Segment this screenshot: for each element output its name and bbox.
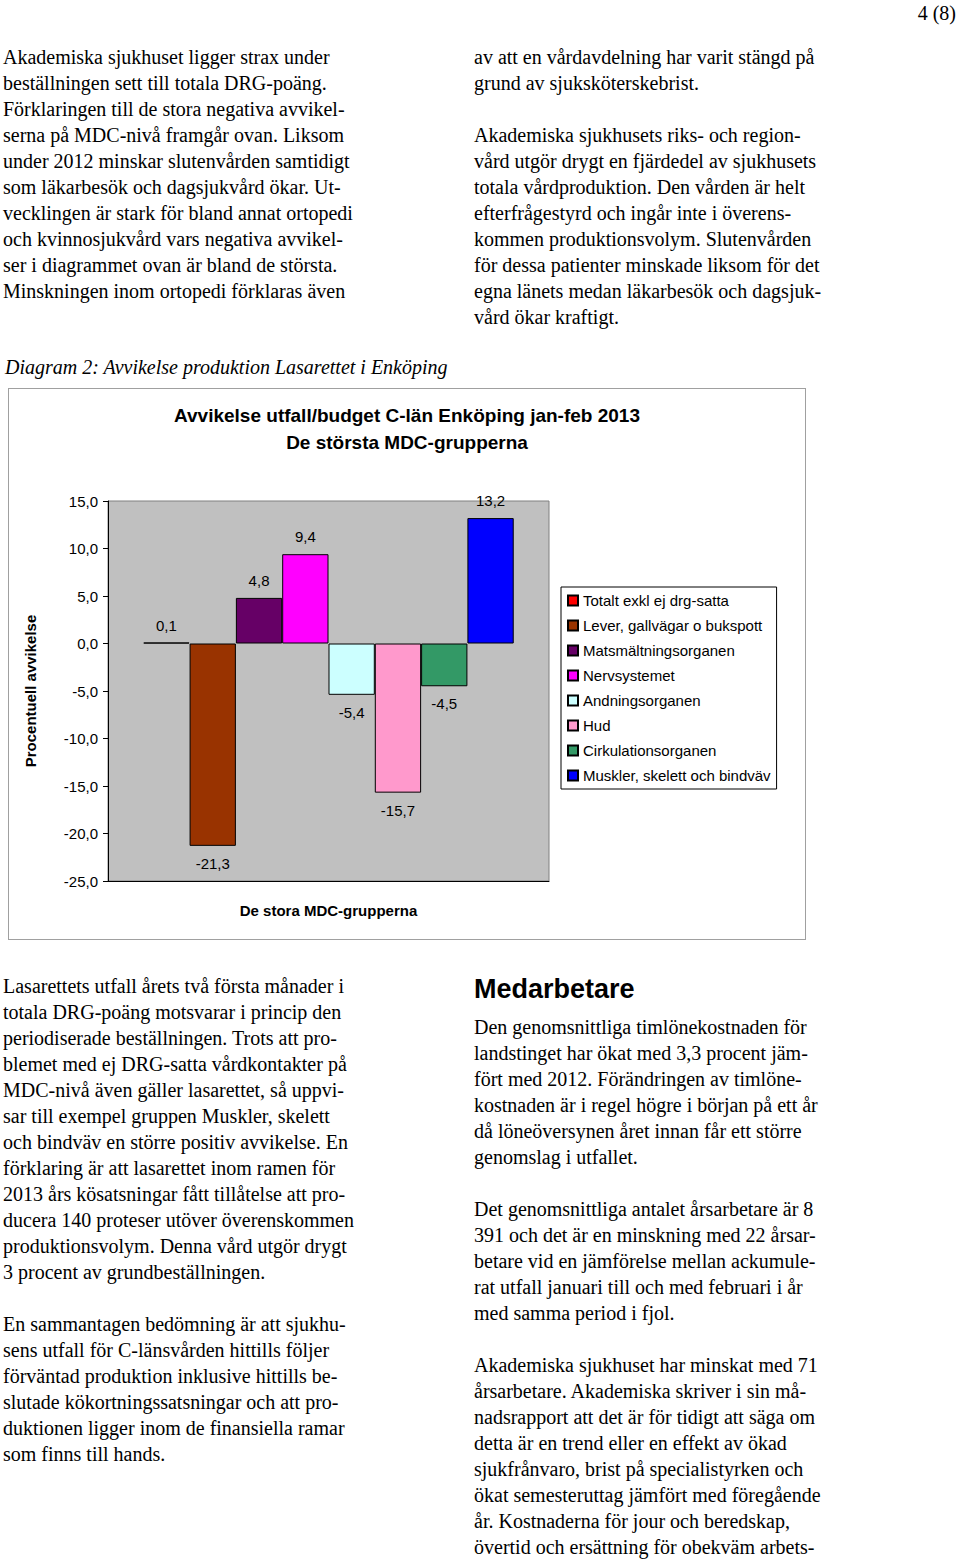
html-text:fört med 2012. Förändringen av: fört med 2012. Förändringen av timlöne-: [474, 1068, 802, 1090]
svg-text:-25,0: -25,0: [64, 873, 98, 890]
html-text:betare vid en jämförelse mella: betare vid en jämförelse mellan ackumule…: [474, 1250, 816, 1272]
svg-text:Lever, gallvägar o bukspott: Lever, gallvägar o bukspott: [583, 617, 763, 634]
svg-text:Procentuell avvikelse: Procentuell avvikelse: [22, 615, 39, 768]
html-text:Akademiska sjukhusets riks- oc: Akademiska sjukhusets riks- och region-: [474, 124, 801, 146]
html-text:produktionsvolym. Denna vård u: produktionsvolym. Denna vård utgör drygt: [3, 1235, 347, 1257]
html-text:då löneöversynen året innan få: då löneöversynen året innan får ett stör…: [474, 1120, 802, 1142]
svg-text:-15,0: -15,0: [64, 778, 98, 795]
html-text:förklaring är att lasarettet i: förklaring är att lasarettet inom ramen …: [3, 1157, 336, 1179]
svg-text:-4,5: -4,5: [431, 695, 457, 712]
svg-text:Hud: Hud: [583, 717, 611, 734]
svg-text:-15,7: -15,7: [381, 802, 415, 819]
svg-text:Cirkulationsorganen: Cirkulationsorganen: [583, 742, 716, 759]
html-text:vård utgör drygt en fjärdedel: vård utgör drygt en fjärdedel av sjukhus…: [474, 150, 817, 172]
html-text:duktionen ligger inom de finan: duktionen ligger inom de finansiella ram…: [3, 1417, 345, 1439]
html-text:genomslag i utfallet.: genomslag i utfallet.: [474, 1146, 638, 1168]
svg-text:De stora MDC-grupperna: De stora MDC-grupperna: [240, 902, 418, 919]
svg-text:0,1: 0,1: [156, 617, 177, 634]
html-text:rat utfall januari till och me: rat utfall januari till och med februari…: [474, 1276, 803, 1298]
html-text:med samma period i fjol.: med samma period i fjol.: [474, 1302, 675, 1324]
html-text:totala DRG-poäng motsvarar i p: totala DRG-poäng motsvarar i princip den: [3, 1001, 342, 1023]
html-text:efterfrågestyrd och ingår inte: efterfrågestyrd och ingår inte i överens…: [474, 202, 792, 224]
svg-text:15,0: 15,0: [69, 493, 98, 510]
svg-text:9,4: 9,4: [295, 528, 316, 545]
html-text:totala vårdproduktion. Den vår: totala vårdproduktion. Den vården är hel…: [474, 176, 805, 198]
html-text:3 procent av grundbeställninge: 3 procent av grundbeställningen.: [3, 1261, 266, 1283]
html-text:landstinget har ökat med 3,3 p: landstinget har ökat med 3,3 procent jäm…: [474, 1042, 808, 1064]
html-text:förväntad produktion inklusive: förväntad produktion inklusive hittills …: [3, 1365, 338, 1387]
html-text:4 (8): 4 (8): [917, 2, 956, 24]
svg-text:Avvikelse utfall/budget C-län: Avvikelse utfall/budget C-län Enköping j…: [174, 405, 640, 426]
html-text:kommen produktionsvolym. Slute: kommen produktionsvolym. Slutenvården: [474, 228, 812, 250]
html-text:Den genomsnittliga timlönekost: Den genomsnittliga timlönekostnaden för: [474, 1016, 807, 1038]
html-text:sjukfrånvaro, brist på special: sjukfrånvaro, brist på specialistyrken o…: [474, 1458, 804, 1480]
html-text:ökat semesteruttag jämfört med: ökat semesteruttag jämfört med föregåend…: [474, 1484, 821, 1506]
html-text:och bindväv en större positiv: och bindväv en större positiv avvikelse.…: [3, 1131, 348, 1153]
html-text:Förklaringen till de stora neg: Förklaringen till de stora negativa avvi…: [3, 98, 345, 120]
html-text:Diagram 2: Avvikelse produktio: Diagram 2: Avvikelse produktion Lasarett…: [5, 356, 448, 378]
html-text:för dessa patienter minskade l: för dessa patienter minskade liksom för …: [474, 254, 820, 276]
svg-text:-21,3: -21,3: [196, 855, 230, 872]
html-text:som läkarbesök och dagsjukvård: som läkarbesök och dagsjukvård ökar. Ut-: [3, 176, 341, 198]
html-text:Akademiska sjukhuset ligger st: Akademiska sjukhuset ligger strax under: [3, 46, 330, 68]
html-text:periodiserade beställningen. T: periodiserade beställningen. Trots att p…: [3, 1027, 337, 1049]
html-text:En sammantagen bedömning är at: En sammantagen bedömning är att sjukhu-: [3, 1313, 346, 1335]
svg-text:10,0: 10,0: [69, 540, 98, 557]
html-text:och kvinnosjukvård vars negati: och kvinnosjukvård vars negativa avvikel…: [3, 228, 343, 250]
svg-text:Matsmältningsorganen: Matsmältningsorganen: [583, 642, 735, 659]
html-text:sar till exempel gruppen Muskl: sar till exempel gruppen Muskler, skelet…: [3, 1105, 330, 1127]
html-text:kostnaden är i regel högre i b: kostnaden är i regel högre i början på e…: [474, 1094, 818, 1116]
html-text:beställningen sett till totala: beställningen sett till totala DRG-poäng…: [3, 72, 327, 94]
html-text:MDC-nivå även gäller lasarette: MDC-nivå även gäller lasarettet, så uppv…: [3, 1079, 344, 1101]
svg-text:4,8: 4,8: [249, 572, 270, 589]
html-text:blemet med ej DRG-satta vårdko: blemet med ej DRG-satta vårdkontakter på: [3, 1053, 347, 1075]
html-text:sens utfall för C-länsvården h: sens utfall för C-länsvården hittills fö…: [3, 1339, 329, 1361]
svg-text:Andningsorganen: Andningsorganen: [583, 692, 701, 709]
html-text:ducera 140 proteser utöver öve: ducera 140 proteser utöver överenskommen: [3, 1209, 354, 1231]
html-text:serna på MDC-nivå framgår ovan: serna på MDC-nivå framgår ovan. Liksom: [3, 124, 344, 146]
html-text:slutade kökortningssatsningar: slutade kökortningssatsningar och att pr…: [3, 1391, 339, 1413]
html-text:2013 års kösatsningar fått til: 2013 års kösatsningar fått tillåtelse at…: [3, 1183, 346, 1205]
svg-text:Totalt exkl ej drg-satta: Totalt exkl ej drg-satta: [583, 592, 730, 609]
html-text:Det genomsnittliga antalet års: Det genomsnittliga antalet årsarbetare ä…: [474, 1198, 814, 1220]
html-text:vecklingen är stark för bland: vecklingen är stark för bland annat orto…: [3, 202, 353, 224]
svg-text:-5,0: -5,0: [72, 683, 98, 700]
html-text:årsarbetare. Akademiska skrive: årsarbetare. Akademiska skriver i sin må…: [474, 1380, 807, 1402]
svg-text:-10,0: -10,0: [64, 730, 98, 747]
html-text:egna länets medan läkarbesök o: egna länets medan läkarbesök och dagsjuk…: [474, 280, 822, 302]
svg-text:5,0: 5,0: [77, 588, 98, 605]
html-text:som finns till hands.: som finns till hands.: [3, 1443, 166, 1465]
html-text:övertid och ersättning för obe: övertid och ersättning för obekväm arbet…: [474, 1536, 815, 1558]
html-text:grund av sjuksköterskebrist.: grund av sjuksköterskebrist.: [474, 72, 699, 94]
svg-text:Muskler, skelett och bindväv: Muskler, skelett och bindväv: [583, 767, 771, 784]
html-text:Medarbetare: Medarbetare: [474, 974, 635, 1004]
html-text:nadsrapport att det är för tid: nadsrapport att det är för tidigt att sä…: [474, 1406, 815, 1428]
html-text:år. Kostnaderna för jour och b: år. Kostnaderna för jour och beredskap,: [474, 1510, 790, 1532]
svg-text:De största MDC-grupperna: De största MDC-grupperna: [286, 432, 528, 453]
svg-text:Nervsystemet: Nervsystemet: [583, 667, 676, 684]
html-text:detta är en trend eller en eff: detta är en trend eller en effekt av öka…: [474, 1432, 787, 1454]
svg-text:0,0: 0,0: [77, 635, 98, 652]
html-text:Akademiska sjukhuset har minsk: Akademiska sjukhuset har minskat med 71: [474, 1354, 818, 1376]
html-text:Lasarettets utfall årets två f: Lasarettets utfall årets två första måna…: [3, 975, 344, 997]
svg-text:13,2: 13,2: [476, 492, 505, 509]
html-text:av att en vårdavdelning har va: av att en vårdavdelning har varit stängd…: [474, 46, 815, 68]
html-text:391 och det är en minskning me: 391 och det är en minskning med 22 årsar…: [474, 1224, 816, 1246]
html-text:Minskningen inom ortopedi förk: Minskningen inom ortopedi förklaras även: [3, 280, 346, 302]
html-text:under 2012 minskar slutenvårde: under 2012 minskar slutenvården samtidig…: [3, 150, 350, 172]
html-text:vård ökar kraftigt.: vård ökar kraftigt.: [474, 306, 619, 328]
html-text:ser i diagrammet ovan är bland: ser i diagrammet ovan är bland de störst…: [3, 254, 338, 276]
svg-text:-5,4: -5,4: [339, 704, 365, 721]
svg-text:-20,0: -20,0: [64, 825, 98, 842]
